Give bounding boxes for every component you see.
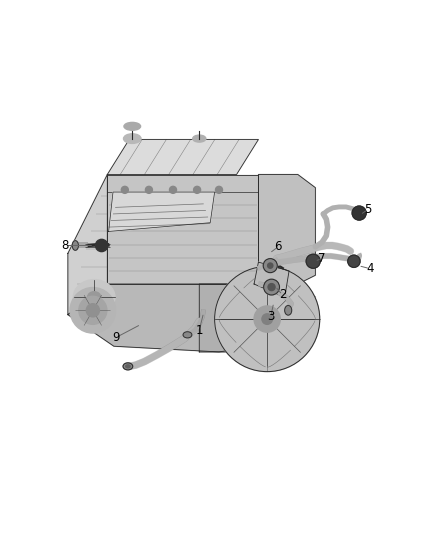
- Polygon shape: [254, 262, 289, 297]
- Ellipse shape: [124, 123, 141, 130]
- Ellipse shape: [124, 134, 141, 143]
- Circle shape: [194, 187, 201, 193]
- Circle shape: [86, 304, 99, 317]
- Text: 9: 9: [112, 331, 120, 344]
- Polygon shape: [109, 192, 215, 231]
- Text: 2: 2: [279, 288, 286, 302]
- Circle shape: [268, 263, 273, 268]
- Circle shape: [263, 259, 277, 273]
- Circle shape: [348, 255, 360, 268]
- Text: 1: 1: [195, 324, 203, 336]
- Ellipse shape: [183, 332, 192, 338]
- Ellipse shape: [126, 365, 130, 368]
- Text: 3: 3: [267, 310, 274, 324]
- Text: 4: 4: [366, 262, 374, 275]
- Circle shape: [79, 296, 107, 324]
- Text: 6: 6: [274, 240, 282, 253]
- Polygon shape: [68, 174, 107, 314]
- Text: 5: 5: [364, 203, 371, 216]
- Circle shape: [262, 314, 272, 324]
- Circle shape: [254, 306, 280, 332]
- Polygon shape: [68, 284, 298, 352]
- Circle shape: [215, 266, 320, 372]
- Ellipse shape: [285, 305, 292, 315]
- Polygon shape: [107, 140, 258, 174]
- Ellipse shape: [88, 292, 101, 303]
- Ellipse shape: [72, 241, 78, 251]
- Circle shape: [268, 284, 275, 290]
- Circle shape: [352, 206, 366, 220]
- Circle shape: [215, 187, 223, 193]
- Polygon shape: [258, 174, 315, 312]
- Text: 8: 8: [61, 239, 68, 252]
- Ellipse shape: [74, 280, 115, 314]
- Circle shape: [145, 187, 152, 193]
- Circle shape: [95, 239, 108, 252]
- Circle shape: [170, 187, 177, 193]
- Circle shape: [264, 279, 279, 295]
- Text: 7: 7: [318, 252, 326, 265]
- Ellipse shape: [123, 363, 133, 370]
- Circle shape: [306, 254, 320, 268]
- Circle shape: [70, 287, 116, 333]
- Polygon shape: [199, 284, 315, 352]
- Ellipse shape: [193, 135, 206, 142]
- Circle shape: [121, 187, 128, 193]
- Polygon shape: [107, 174, 258, 284]
